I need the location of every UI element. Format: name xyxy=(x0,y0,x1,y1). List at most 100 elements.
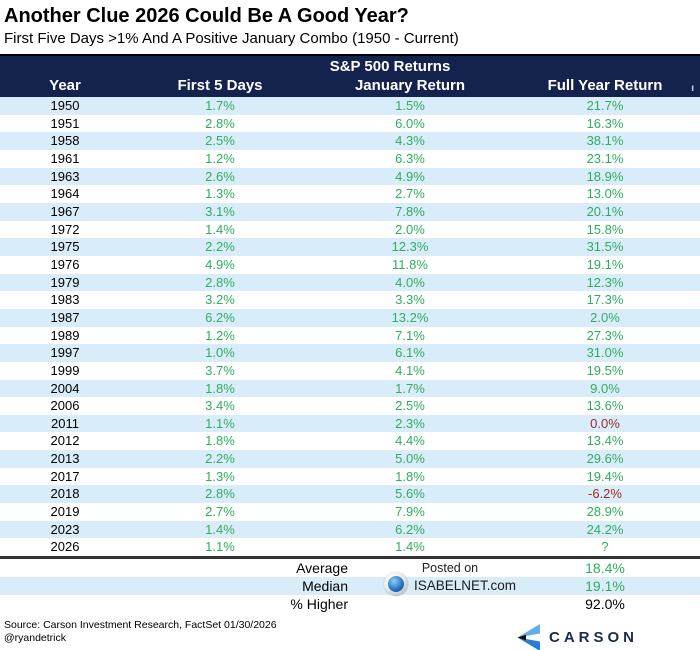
january-return-cell: 4.4% xyxy=(395,433,425,449)
full-year-return-cell: 23.1% xyxy=(586,150,624,166)
table-row: 2026 1.1% 1.4% ? xyxy=(0,538,700,556)
january-return-cell: 3.3% xyxy=(395,292,425,308)
full-year-return-cell: 19.5% xyxy=(586,362,624,378)
year-cell: 2013 xyxy=(50,451,80,467)
year-cell: 2011 xyxy=(51,415,79,431)
year-cell: 1950 xyxy=(50,98,80,113)
january-return-cell: 6.0% xyxy=(395,115,425,131)
table-row: 2019 2.7% 7.9% 28.9% xyxy=(0,503,700,521)
year-cell: 1951 xyxy=(50,115,80,131)
january-return-cell: 1.5% xyxy=(395,98,425,113)
first-5-days-cell: 3.7% xyxy=(205,362,235,378)
watermark-spacer xyxy=(360,595,540,613)
summary-section: Average Posted on 18.4% Median ISABELNET… xyxy=(0,556,700,613)
table-row: 1983 3.2% 3.3% 17.3% xyxy=(0,291,700,309)
year-cell: 1987 xyxy=(50,309,80,325)
table-row: 1972 1.4% 2.0% 15.8% xyxy=(0,221,700,239)
year-cell: 2023 xyxy=(50,521,80,537)
first-5-days-cell: 3.1% xyxy=(205,203,235,219)
year-cell: 1979 xyxy=(50,274,80,290)
watermark-posted-on: Posted on xyxy=(421,561,479,576)
january-return-cell: 5.0% xyxy=(395,451,425,467)
year-cell: 1983 xyxy=(50,292,80,308)
full-year-return-cell: 27.3% xyxy=(586,327,624,343)
table-row: 1958 2.5% 4.3% 38.1% xyxy=(0,132,700,150)
first-5-days-cell: 2.8% xyxy=(205,274,235,290)
first-5-days-cell: 1.3% xyxy=(205,468,235,484)
full-year-return-cell: 17.3% xyxy=(586,292,624,308)
full-year-return-cell: 19.4% xyxy=(586,468,624,484)
year-cell: 1967 xyxy=(50,203,80,219)
first-5-days-cell: 2.8% xyxy=(205,115,235,131)
january-return-cell: 2.3% xyxy=(395,415,425,431)
table-body: 1950 1.7% 1.5% 21.7% 1951 2.8% 6.0% 16.3… xyxy=(0,97,700,556)
first-5-days-cell: 4.9% xyxy=(205,256,235,272)
table-row: 2006 3.4% 2.5% 13.6% xyxy=(0,397,700,415)
january-return-cell: 7.1% xyxy=(395,327,425,343)
first-5-days-cell: 1.2% xyxy=(205,327,235,343)
january-return-cell: 7.8% xyxy=(395,203,425,219)
year-cell: 1961 xyxy=(50,150,80,166)
isabelnet-globe-icon xyxy=(383,571,408,596)
table-row: 2013 2.2% 5.0% 29.6% xyxy=(0,450,700,468)
first-5-days-cell: 6.2% xyxy=(205,309,235,325)
page-title: Another Clue 2026 Could Be A Good Year? xyxy=(4,5,409,27)
january-return-cell: 1.4% xyxy=(395,539,425,555)
full-year-return-cell: 31.5% xyxy=(586,239,624,255)
table-header-band: S&P 500 Returns Year First 5 Days Januar… xyxy=(0,54,700,97)
summary-label-average: Average xyxy=(296,560,348,577)
year-cell: 2004 xyxy=(50,380,80,396)
full-year-return-cell: ? xyxy=(601,539,609,555)
table-row: 1987 6.2% 13.2% 2.0% xyxy=(0,308,700,327)
year-cell: 2012 xyxy=(50,433,80,449)
year-cell: 2006 xyxy=(50,398,80,414)
table-row: 1950 1.7% 1.5% 21.7% xyxy=(0,97,700,115)
first-5-days-cell: 3.4% xyxy=(205,398,235,414)
table-row: 1989 1.2% 7.1% 27.3% xyxy=(0,327,700,345)
january-return-cell: 6.3% xyxy=(395,150,425,166)
year-cell: 1964 xyxy=(50,186,80,202)
january-return-cell: 7.9% xyxy=(395,504,425,520)
full-year-return-cell: 18.9% xyxy=(586,168,624,184)
carson-logo: CARSON xyxy=(515,624,638,650)
full-year-return-cell: -6.2% xyxy=(588,486,622,502)
table-row: 1961 1.2% 6.3% 23.1% xyxy=(0,150,700,168)
first-5-days-cell: 3.2% xyxy=(205,292,235,308)
january-return-cell: 1.7% xyxy=(395,380,425,396)
january-return-cell: 6.1% xyxy=(395,345,425,361)
footer-source: Source: Carson Investment Research, Fact… xyxy=(4,619,277,632)
table-row: 2012 1.8% 4.4% 13.4% xyxy=(0,432,700,450)
summary-value-pct-higher: 92.0% xyxy=(585,596,625,613)
full-year-return-cell: 13.0% xyxy=(586,186,624,202)
table-row: 1964 1.3% 2.7% 13.0% xyxy=(0,185,700,203)
full-year-return-cell: 24.2% xyxy=(586,521,624,537)
table-row: 1967 3.1% 7.8% 20.1% xyxy=(0,202,700,221)
table-row: 1951 2.8% 6.0% 16.3% xyxy=(0,115,700,133)
first-5-days-cell: 2.5% xyxy=(205,133,235,149)
watermark-isabelnet: ISABELNET.com xyxy=(360,571,540,596)
summary-row-average: Average Posted on 18.4% xyxy=(0,559,700,577)
january-return-cell: 13.2% xyxy=(391,309,429,325)
full-year-return-cell: 0.0% xyxy=(590,415,620,431)
table-row: 2004 1.8% 1.7% 9.0% xyxy=(0,379,700,398)
full-year-return-cell: 13.4% xyxy=(586,433,624,449)
full-year-return-cell: 9.0% xyxy=(590,380,620,396)
summary-label-median: Median xyxy=(302,578,348,595)
full-year-return-cell: 19.1% xyxy=(586,256,624,272)
first-5-days-cell: 2.8% xyxy=(205,486,235,502)
summary-row-pct-higher: % Higher 92.0% xyxy=(0,595,700,613)
isabelnet-text: ISABELNET.com xyxy=(413,578,517,594)
table-row: 2017 1.3% 1.8% 19.4% xyxy=(0,468,700,486)
full-year-return-cell: 20.1% xyxy=(586,203,624,219)
january-return-cell: 4.3% xyxy=(395,133,425,149)
first-5-days-cell: 1.8% xyxy=(205,433,235,449)
year-cell: 1999 xyxy=(50,362,80,378)
full-year-return-cell: 38.1% xyxy=(586,133,624,149)
year-cell: 1963 xyxy=(50,168,80,184)
year-cell: 2026 xyxy=(50,539,80,555)
footer-handle: @ryandetrick xyxy=(4,632,67,645)
january-return-cell: 12.3% xyxy=(391,239,429,255)
year-cell: 1972 xyxy=(50,221,80,237)
january-return-cell: 2.7% xyxy=(395,186,425,202)
first-5-days-cell: 1.4% xyxy=(205,521,235,537)
